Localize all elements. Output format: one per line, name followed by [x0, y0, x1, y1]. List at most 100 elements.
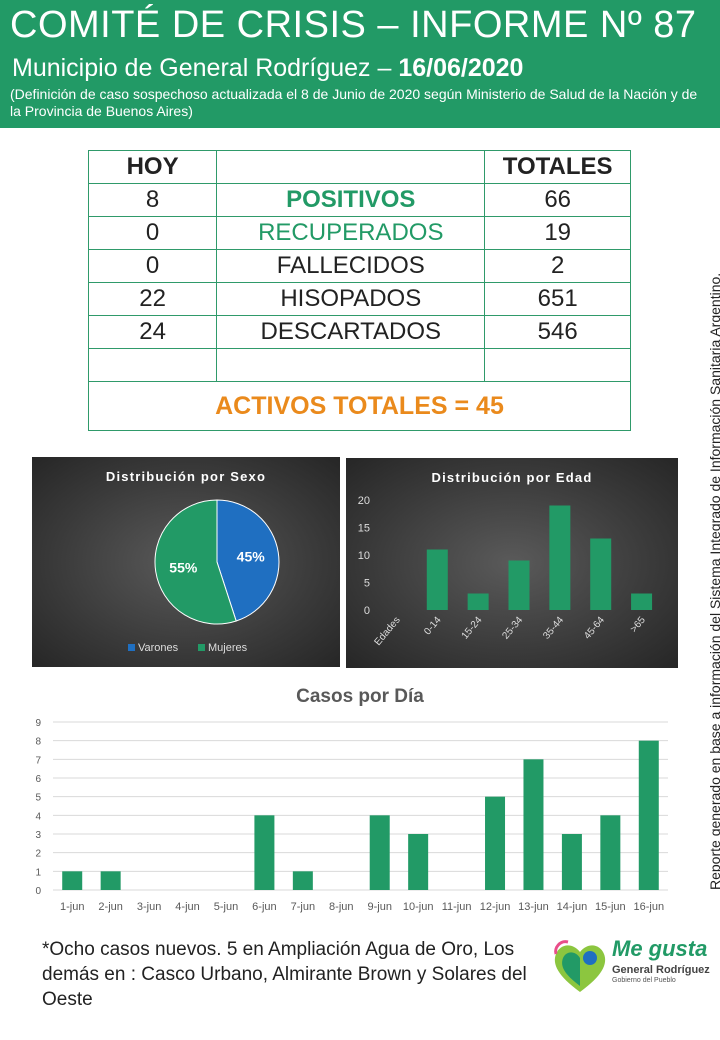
y-tick-label: 0: [364, 605, 370, 617]
today-value: 0: [87, 249, 218, 283]
bar-7-jun: [292, 871, 313, 890]
stats-row-descartados: 24 DESCARTADOS 546: [87, 315, 631, 349]
pie-slice-varones: [216, 499, 280, 622]
x-tick-label: 9-jun: [367, 901, 391, 913]
stats-row-hisopados: 22 HISOPADOS 651: [87, 282, 631, 316]
x-tick-label: 8-jun: [329, 901, 353, 913]
bar-15-24: [467, 593, 489, 610]
y-tick-label: 5: [35, 793, 41, 804]
header-today: HOY: [87, 150, 218, 184]
x-tick-label: 2-jun: [98, 901, 122, 913]
x-tick-label: 12-jun: [480, 901, 511, 913]
logo: Me gusta General Rodríguez Gobierno del …: [550, 936, 710, 996]
legend-label-mujeres: Mujeres: [208, 642, 248, 654]
bar-16-jun: [638, 740, 659, 890]
today-value: 22: [87, 282, 218, 316]
report-header: COMITÉ DE CRISIS – INFORME Nº 87 Municip…: [0, 0, 720, 128]
total-value: 66: [484, 183, 631, 217]
x-tick-label: 7-jun: [291, 901, 315, 913]
bar-12-jun: [485, 796, 506, 890]
x-tick-label: 10-jun: [403, 901, 434, 913]
bar-6-jun: [254, 815, 275, 890]
footnote: *Ocho casos nuevos. 5 en Ampliación Agua…: [42, 939, 527, 1010]
empty-cell: [216, 348, 486, 382]
x-tick-label: 6-jun: [252, 901, 276, 913]
today-value: 24: [87, 315, 218, 349]
active-total: ACTIVOS TOTALES = 45: [88, 381, 631, 431]
stats-table: HOY TOTALES 8 POSITIVOS 66 0 RECUPERADOS…: [87, 150, 631, 431]
x-tick-label: >65: [629, 615, 649, 635]
bar-2-jun: [100, 871, 121, 890]
header-totals: TOTALES: [484, 150, 631, 184]
x-tick-label: 16-jun: [633, 901, 664, 913]
bar->65: [631, 593, 653, 610]
row-label: FALLECIDOS: [216, 249, 486, 283]
stats-row-positivos: 8 POSITIVOS 66: [87, 183, 631, 217]
x-tick-label: 25-34: [500, 615, 525, 642]
total-value: 546: [484, 315, 631, 349]
legend-swatch-varones: [128, 644, 135, 651]
logo-text: Me gusta: [612, 936, 708, 961]
x-tick-label: 14-jun: [557, 901, 588, 913]
bar-35-44: [549, 505, 571, 610]
report-subtitle: Municipio de General Rodríguez – 16/06/2…: [12, 54, 523, 83]
row-label: RECUPERADOS: [216, 216, 486, 250]
x-tick-label: 15-24: [460, 615, 485, 642]
y-tick-label: 5: [364, 578, 370, 590]
logo-tagline: Gobierno del Pueblo: [612, 977, 676, 984]
bar-10-jun: [408, 834, 429, 890]
logo-subtext: General Rodríguez: [612, 964, 710, 976]
report-title: COMITÉ DE CRISIS – INFORME Nº 87: [10, 4, 697, 46]
bar-1-jun: [62, 871, 83, 890]
y-tick-label: 0: [35, 886, 41, 897]
x-tick-label: 45-64: [582, 615, 607, 642]
pie-label-mujeres: 55%: [169, 559, 198, 575]
y-tick-label: 6: [35, 774, 41, 785]
age-chart-panel: Distribución por Edad 0 5 10 15 20 Edades 0-14…: [346, 458, 678, 668]
x-tick-label: 13-jun: [518, 901, 549, 913]
bar-25-34: [508, 560, 530, 610]
total-value: 651: [484, 282, 631, 316]
bar-14-jun: [561, 834, 582, 890]
daily-cases-chart: Casos por Día 0 1 2 3 4 5 6 7 8 9 1-jun 2-jun 3-jun 4-…: [35, 686, 668, 913]
x-tick-label: 15-jun: [595, 901, 626, 913]
x-tick-label: Edades: [372, 615, 402, 648]
y-tick-label: 4: [35, 811, 41, 822]
age-bar-chart: 0 5 10 15 20 Edades 0-14 15-24 25-34 35-44 45-64 >6…: [358, 495, 653, 648]
y-tick-label: 3: [35, 830, 41, 841]
bar-13-jun: [523, 759, 544, 890]
pie-label-varones: 45%: [237, 549, 266, 565]
x-tick-label: 1-jun: [60, 901, 84, 913]
x-tick-label: 11-jun: [442, 901, 472, 913]
bar-45-64: [590, 538, 612, 610]
today-value: 0: [87, 216, 218, 250]
row-label: POSITIVOS: [216, 183, 486, 217]
empty-cell: [87, 348, 218, 382]
sex-chart-title: Distribución por Sexo: [105, 469, 267, 484]
bar-15-jun: [600, 815, 621, 890]
pie-slice-mujeres: [154, 499, 237, 625]
empty-cell: [484, 348, 631, 382]
row-label: DESCARTADOS: [216, 315, 486, 349]
row-label: HISOPADOS: [216, 282, 486, 316]
heart-logo-icon: [554, 940, 606, 992]
bar-9-jun: [369, 815, 390, 890]
municipality-text: Municipio de General Rodríguez –: [12, 54, 399, 82]
definition-note: (Definición de caso sospechoso actualiza…: [10, 86, 698, 119]
daily-chart-title: Casos por Día: [296, 686, 424, 707]
sex-pie-chart: 45% 55% Varones Mujeres: [128, 499, 280, 654]
x-tick-label: 4-jun: [175, 901, 199, 913]
y-tick-label: 2: [35, 849, 41, 860]
y-tick-label: 9: [35, 718, 41, 729]
stats-row-fallecidos: 0 FALLECIDOS 2: [87, 249, 631, 283]
header-blank: [216, 150, 486, 184]
legend-swatch-mujeres: [198, 644, 205, 651]
total-value: 19: [484, 216, 631, 250]
y-tick-label: 10: [358, 550, 370, 562]
x-tick-label: 0-14: [422, 615, 444, 638]
y-tick-label: 20: [358, 495, 370, 507]
total-value: 2: [484, 249, 631, 283]
sex-chart-panel: Distribución por Sexo 45% 55% Varones Mujer…: [32, 457, 340, 667]
x-tick-label: 5-jun: [214, 901, 238, 913]
legend-label-varones: Varones: [138, 642, 179, 654]
